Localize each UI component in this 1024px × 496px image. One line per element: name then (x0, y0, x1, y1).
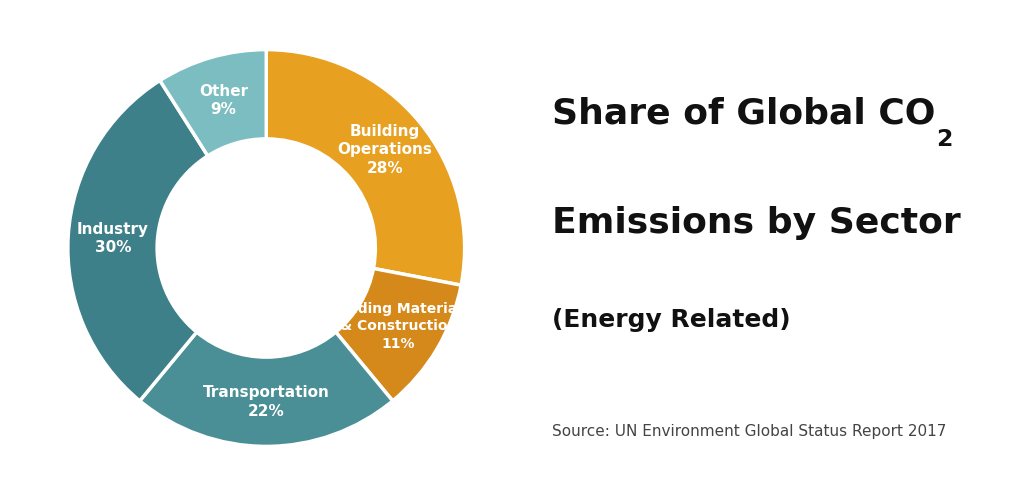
Text: Share of Global CO: Share of Global CO (552, 97, 936, 131)
Wedge shape (160, 50, 266, 156)
Text: Industry
30%: Industry 30% (77, 222, 148, 255)
Text: Building
Operations
28%: Building Operations 28% (337, 124, 432, 176)
Text: Transportation
22%: Transportation 22% (203, 385, 330, 419)
Wedge shape (336, 268, 461, 401)
Text: Other
9%: Other 9% (199, 83, 248, 117)
Text: Source: UN Environment Global Status Report 2017: Source: UN Environment Global Status Rep… (552, 425, 946, 439)
Wedge shape (139, 332, 393, 446)
Text: 2: 2 (936, 128, 952, 151)
Text: Emissions by Sector: Emissions by Sector (552, 206, 961, 240)
Wedge shape (68, 80, 208, 401)
Text: (Energy Related): (Energy Related) (552, 309, 791, 332)
Wedge shape (266, 50, 465, 285)
Text: Building Materials
& Construction
11%: Building Materials & Construction 11% (328, 302, 470, 351)
